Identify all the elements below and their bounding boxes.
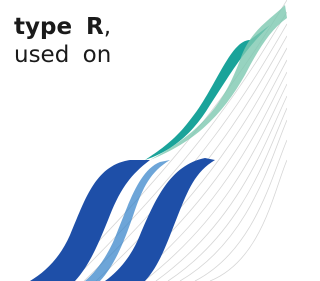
text-line: type R,: [14, 14, 111, 40]
text: ,: [104, 14, 111, 40]
text-line: used on: [14, 42, 111, 68]
page: type R, used on (() => { const data = JS…: [0, 0, 287, 281]
bold-text: type R: [14, 14, 104, 40]
